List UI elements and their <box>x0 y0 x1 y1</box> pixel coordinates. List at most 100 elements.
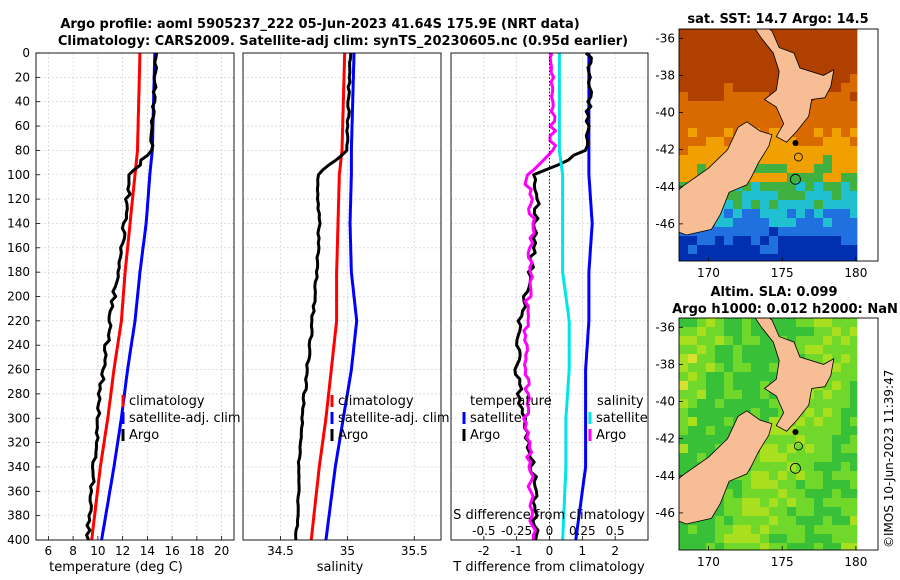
heatmap-cell <box>850 65 858 75</box>
heatmap-cell <box>796 209 806 219</box>
series-line-climatology <box>309 52 347 541</box>
heatmap-cell <box>706 236 716 246</box>
heatmap-cell <box>805 408 815 418</box>
xtick-label: 35 <box>340 544 355 558</box>
heatmap-cell <box>679 56 689 66</box>
heatmap-cell <box>823 56 833 66</box>
series-line-argo <box>85 52 159 541</box>
heatmap-cell <box>769 525 779 535</box>
xtick-label: -2 <box>478 544 490 558</box>
heatmap-cell <box>688 236 698 246</box>
heatmap-cell <box>679 381 689 391</box>
heatmap-cell <box>787 336 797 346</box>
heatmap-cell <box>814 209 824 219</box>
heatmap-cell <box>742 498 752 508</box>
heatmap-cell <box>706 254 716 261</box>
heatmap-cell <box>751 245 761 255</box>
heatmap-cell <box>787 480 797 490</box>
heatmap-cell <box>751 489 761 499</box>
heatmap-cell <box>706 408 716 418</box>
lat-tick-label: -38 <box>655 357 675 371</box>
heatmap-cell <box>850 182 858 192</box>
heatmap-cell <box>724 110 734 120</box>
xtick-label: 14 <box>140 544 155 558</box>
heatmap-cell <box>823 65 833 75</box>
heatmap-cell <box>778 534 788 544</box>
heatmap-cell <box>787 191 797 201</box>
heatmap-cell <box>679 173 689 183</box>
heatmap-cell <box>715 74 725 84</box>
heatmap-cell <box>715 426 725 436</box>
heatmap-cell <box>697 327 707 337</box>
heatmap-cell <box>796 462 806 472</box>
heatmap-cell <box>742 182 752 192</box>
heatmap-cell <box>805 245 815 255</box>
heatmap-cell <box>841 426 851 436</box>
xtick-label: 20 <box>214 544 229 558</box>
heatmap-cell <box>787 137 797 147</box>
heatmap-cell <box>751 119 761 129</box>
heatmap-cell <box>841 218 851 228</box>
north-island-land <box>754 29 835 143</box>
heatmap-cell <box>760 381 770 391</box>
heatmap-cell <box>778 426 788 436</box>
heatmap-cell <box>832 137 842 147</box>
heatmap-cell <box>805 318 815 328</box>
heatmap-cell <box>688 354 698 364</box>
heatmap-cell <box>832 29 842 39</box>
heatmap-cell <box>697 110 707 120</box>
heatmap-cell <box>724 137 734 147</box>
heatmap-cell <box>688 83 698 93</box>
legend-temperature-title: temperature <box>470 394 552 409</box>
heatmap-cell <box>778 480 788 490</box>
heatmap-cell <box>769 29 779 39</box>
heatmap-cell <box>715 65 725 75</box>
heatmap-cell <box>814 137 824 147</box>
heatmap-cell <box>778 507 788 517</box>
heatmap-cell <box>823 435 833 445</box>
xtick-label: 2 <box>611 544 619 558</box>
lat-tick-label: -40 <box>655 395 675 409</box>
heatmap-cell <box>841 110 851 120</box>
heatmap-cell <box>769 516 779 526</box>
heatmap-cell <box>715 525 725 535</box>
lat-tick-label: -46 <box>655 217 675 231</box>
heatmap-cell <box>724 65 734 75</box>
xtick-label: 1 <box>579 544 587 558</box>
heatmap-cell <box>823 146 833 156</box>
salinity-diff-tick-label: -0.5 <box>472 524 495 538</box>
heatmap-cell <box>706 65 716 75</box>
heatmap-cell <box>814 218 824 228</box>
heatmap-cell <box>697 372 707 382</box>
heatmap-cell <box>850 173 858 183</box>
heatmap-cell <box>706 38 716 48</box>
series-line-temperature-satellite <box>574 53 594 541</box>
heatmap-cell <box>715 435 725 445</box>
heatmap-cell <box>688 38 698 48</box>
salinity-diff-tick-label: -0.25 <box>501 524 532 538</box>
heatmap-cell <box>751 381 761 391</box>
heatmap-cell <box>823 254 833 261</box>
heatmap-cell <box>733 65 743 75</box>
heatmap-cell <box>823 155 833 165</box>
heatmap-cell <box>832 354 842 364</box>
heatmap-cell <box>841 173 851 183</box>
heatmap-cell <box>805 200 815 210</box>
heatmap-cell <box>796 236 806 246</box>
heatmap-cell <box>805 462 815 472</box>
heatmap-cell <box>679 29 689 39</box>
heatmap-cell <box>841 318 851 328</box>
heatmap-cell <box>832 498 842 508</box>
heatmap-cell <box>787 426 797 436</box>
heatmap-cell <box>823 182 833 192</box>
heatmap-cell <box>805 182 815 192</box>
heatmap-cell <box>787 489 797 499</box>
heatmap-cell <box>688 164 698 174</box>
heatmap-cell <box>688 74 698 84</box>
heatmap-cell <box>688 254 698 261</box>
heatmap-cell <box>706 354 716 364</box>
heatmap-cell <box>742 354 752 364</box>
heatmap-cell <box>841 372 851 382</box>
heatmap-cell <box>679 38 689 48</box>
heatmap-cell <box>706 128 716 138</box>
